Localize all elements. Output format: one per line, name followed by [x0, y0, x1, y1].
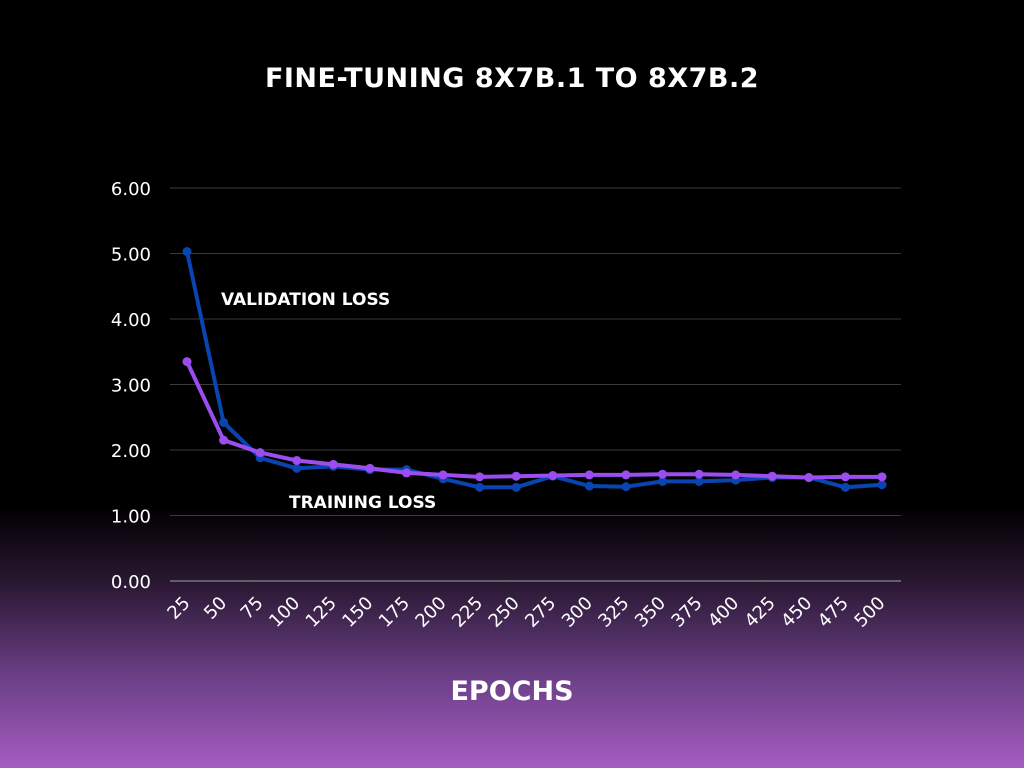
x-tick-label: 475 [814, 593, 853, 632]
data-point [511, 482, 521, 492]
data-point [292, 455, 302, 465]
annotation-validation-loss: VALIDATION LOSS [221, 290, 390, 310]
data-point [658, 469, 668, 479]
series-1 [182, 247, 887, 492]
x-axis-ticks: 25 50 751001251501752002252502753003253503… [163, 593, 889, 632]
x-tick-label: 125 [302, 593, 341, 632]
x-tick-label: 300 [558, 593, 597, 632]
x-tick-label: 200 [411, 593, 450, 632]
x-tick-label: 425 [741, 593, 780, 632]
data-point [219, 417, 229, 427]
x-tick-label: 500 [850, 593, 889, 632]
data-point [804, 473, 814, 483]
x-tick-label: 150 [338, 593, 377, 632]
x-tick-label: 350 [631, 593, 670, 632]
x-tick-label: 400 [704, 593, 743, 632]
x-tick-label: 450 [777, 593, 816, 632]
data-point [365, 463, 375, 473]
chart-title: FINE-TUNING 8X7B.1 TO 8X7B.2 [265, 63, 759, 94]
x-axis-label: EPOCHS [450, 676, 573, 707]
data-point [401, 468, 411, 478]
gridlines [170, 187, 901, 582]
x-tick-label: 275 [521, 593, 560, 632]
y-tick-label: 6.00 [111, 179, 151, 200]
data-point [694, 476, 704, 486]
x-tick-label: 100 [265, 593, 304, 632]
data-point [292, 463, 302, 473]
data-point [621, 470, 631, 480]
data-point [182, 357, 192, 367]
data-point [658, 476, 668, 486]
x-tick-label: 50 [200, 593, 231, 624]
data-point [621, 482, 631, 492]
data-point [328, 459, 338, 469]
y-tick-label: 5.00 [111, 245, 151, 266]
data-point [840, 472, 850, 482]
data-point [511, 471, 521, 481]
data-point [877, 480, 887, 490]
data-point [438, 470, 448, 480]
y-axis-ticks: 0.00 1.00 2.00 3.00 4.00 5.00 6.00 [111, 179, 151, 593]
series-line [185, 359, 884, 480]
x-tick-label: 225 [448, 593, 487, 632]
y-tick-label: 0.00 [111, 572, 151, 593]
data-point [584, 470, 594, 480]
x-tick-label: 75 [237, 593, 268, 624]
series-lines [182, 247, 887, 492]
x-tick-label: 325 [594, 593, 633, 632]
data-point [840, 482, 850, 492]
data-point [584, 481, 594, 491]
data-point [219, 435, 229, 445]
x-tick-label: 375 [667, 593, 706, 632]
data-point [731, 470, 741, 480]
data-point [182, 247, 192, 257]
y-tick-label: 1.00 [111, 507, 151, 528]
data-point [767, 471, 777, 481]
data-point [694, 469, 704, 479]
data-point [475, 482, 485, 492]
y-tick-label: 2.00 [111, 441, 151, 462]
y-tick-label: 3.00 [111, 376, 151, 397]
x-tick-label: 175 [375, 593, 414, 632]
data-point [475, 472, 485, 482]
data-point [255, 448, 265, 458]
data-point [548, 471, 558, 481]
y-tick-label: 4.00 [111, 310, 151, 331]
series-line [185, 249, 884, 490]
series-2 [182, 357, 887, 483]
data-point [877, 472, 887, 482]
x-tick-label: 250 [485, 593, 524, 632]
annotation-training-loss: TRAINING LOSS [289, 493, 436, 513]
x-tick-label: 25 [163, 593, 194, 624]
